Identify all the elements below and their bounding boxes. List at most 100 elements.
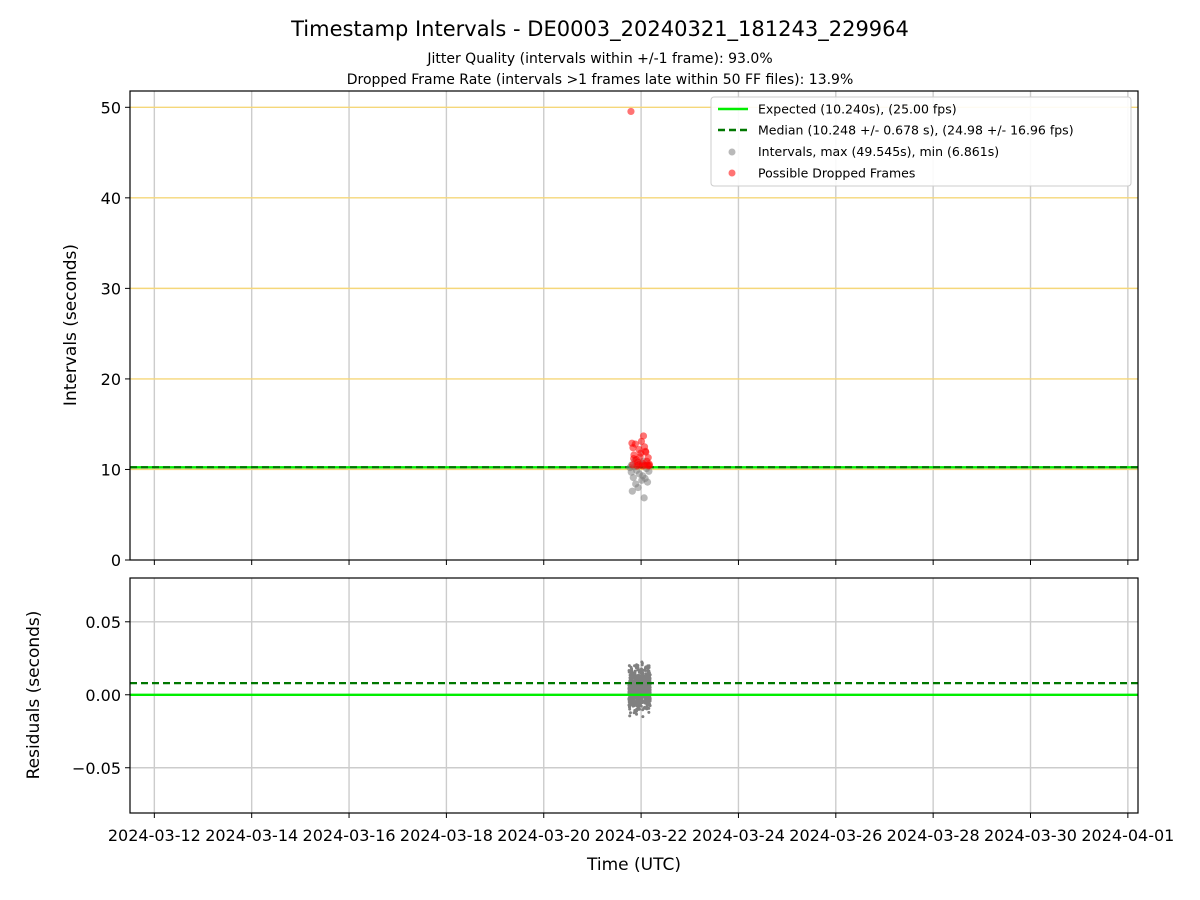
interval-point bbox=[628, 487, 636, 495]
residual-point bbox=[636, 707, 640, 711]
legend-intervals-label: Intervals, max (49.545s), min (6.861s) bbox=[758, 144, 999, 159]
residual-point bbox=[635, 712, 639, 716]
residual-point bbox=[640, 673, 644, 677]
residual-point bbox=[644, 676, 648, 680]
residual-point bbox=[644, 672, 648, 676]
legend-dropped-label: Possible Dropped Frames bbox=[758, 166, 915, 181]
residuals-points bbox=[627, 660, 652, 719]
residual-point bbox=[647, 683, 651, 687]
residual-point bbox=[632, 689, 636, 693]
residual-point bbox=[631, 680, 635, 684]
residual-point bbox=[627, 689, 631, 693]
x-tick-label: 2024-03-28 bbox=[887, 826, 980, 845]
legend-dropped-swatch bbox=[728, 169, 736, 177]
dropped-frame-point bbox=[637, 437, 646, 445]
residual-point bbox=[628, 707, 632, 711]
residual-point bbox=[638, 683, 642, 687]
residual-point bbox=[631, 684, 635, 688]
residual-point bbox=[644, 696, 648, 700]
residual-point bbox=[633, 673, 637, 677]
intervals-y-axis-label: Intervals (seconds) bbox=[61, 244, 81, 406]
residual-point bbox=[628, 711, 632, 715]
x-tick-label: 2024-03-22 bbox=[595, 826, 688, 845]
residual-point bbox=[638, 702, 642, 706]
residual-point bbox=[645, 699, 649, 703]
x-tick-label: 2024-04-01 bbox=[1081, 826, 1174, 845]
residuals-y-axis-label: Residuals (seconds) bbox=[24, 611, 44, 780]
intervals-y-tick-label: 0 bbox=[111, 551, 121, 570]
x-tick-label: 2024-03-24 bbox=[692, 826, 785, 845]
intervals-y-tick-label: 30 bbox=[101, 279, 121, 298]
dropped-frame-point bbox=[645, 461, 654, 469]
residual-point bbox=[640, 677, 644, 681]
dropped-frame-point bbox=[639, 432, 648, 440]
residual-point bbox=[639, 667, 643, 671]
residual-point bbox=[627, 686, 631, 690]
legend-expected-label: Expected (10.240s), (25.00 fps) bbox=[758, 102, 957, 117]
residual-point bbox=[640, 660, 644, 664]
interval-point bbox=[645, 467, 653, 475]
residual-point bbox=[635, 664, 639, 668]
dropped-frame-point bbox=[641, 447, 650, 455]
residual-point bbox=[628, 714, 632, 718]
interval-point bbox=[643, 478, 652, 486]
residual-point bbox=[631, 704, 635, 708]
residual-point bbox=[630, 670, 634, 674]
x-axis-label: Time (UTC) bbox=[586, 855, 681, 875]
residual-point bbox=[630, 667, 634, 671]
intervals-y-tick-label: 10 bbox=[101, 460, 121, 479]
residual-point bbox=[643, 668, 647, 672]
residual-point bbox=[636, 668, 640, 672]
intervals-points bbox=[626, 107, 654, 502]
chart-legend: Expected (10.240s), (25.00 fps) Median (… bbox=[710, 96, 1132, 187]
residual-point bbox=[646, 687, 650, 691]
chart-subtitle-dropped: Dropped Frame Rate (intervals >1 frames … bbox=[347, 72, 854, 88]
residual-point bbox=[627, 703, 631, 707]
residuals-y-ticks: 0.05 0.00 −0.05 bbox=[72, 613, 130, 778]
residual-point bbox=[647, 706, 651, 710]
residuals-y-tick-label: 0.05 bbox=[85, 613, 121, 632]
dropped-frame-point bbox=[630, 454, 638, 463]
chart-subtitle-jitter: Jitter Quality (intervals within +/-1 fr… bbox=[426, 51, 772, 67]
residual-point bbox=[627, 700, 631, 704]
residuals-y-tick-label: 0.00 bbox=[85, 686, 121, 705]
residual-point bbox=[647, 671, 651, 675]
residual-point bbox=[647, 678, 651, 682]
dropped-frame-point bbox=[631, 440, 639, 448]
residuals-x-ticks: 2024-03-12 2024-03-14 2024-03-16 2024-03-18… bbox=[108, 813, 1174, 845]
residual-point bbox=[636, 675, 640, 679]
residual-point bbox=[636, 677, 640, 681]
residuals-panel: 0.050.00−0.05 2024-03-12 2024-03-14 2024-0… bbox=[24, 577, 1174, 875]
residual-point bbox=[629, 677, 633, 681]
residual-point bbox=[628, 670, 632, 674]
intervals-y-tick-label: 20 bbox=[101, 370, 121, 389]
interval-point bbox=[627, 468, 635, 476]
x-tick-label: 2024-03-26 bbox=[789, 826, 882, 845]
x-tick-label: 2024-03-18 bbox=[400, 826, 493, 845]
residual-point bbox=[635, 700, 639, 704]
residual-point bbox=[629, 695, 633, 699]
intervals-x-ticks bbox=[153, 560, 1129, 565]
legend-median-label: Median (10.248 +/- 0.678 s), (24.98 +/- … bbox=[758, 123, 1074, 138]
interval-point bbox=[629, 474, 637, 482]
residual-point bbox=[634, 676, 638, 680]
intervals-plot-frame bbox=[129, 90, 1139, 561]
residual-point bbox=[638, 687, 642, 691]
chart-title: Timestamp Intervals - DE0003_20240321_18… bbox=[290, 17, 909, 42]
residuals-reference-lines bbox=[130, 681, 1138, 696]
interval-point bbox=[640, 494, 648, 502]
residual-point bbox=[647, 710, 651, 714]
dropped-frame-point bbox=[627, 107, 635, 116]
residual-point bbox=[633, 710, 637, 714]
x-tick-label: 2024-03-20 bbox=[497, 826, 590, 845]
residual-point bbox=[644, 665, 648, 669]
legend-box bbox=[710, 96, 1132, 187]
residual-point bbox=[646, 669, 650, 673]
residual-point bbox=[648, 696, 652, 700]
intervals-y-tick-label: 40 bbox=[101, 189, 121, 208]
residual-point bbox=[641, 687, 645, 691]
residuals-plot-frame bbox=[129, 577, 1139, 814]
dropped-frame-point bbox=[644, 454, 652, 462]
intervals-panel: 0 10 20 30 40 50 Intervals (seconds) Expected… bbox=[61, 90, 1139, 570]
